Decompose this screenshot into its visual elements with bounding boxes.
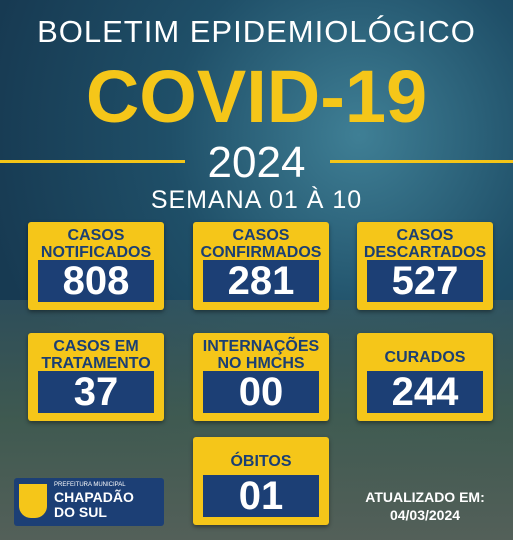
stat-label-line: ÓBITOS <box>230 453 292 470</box>
stat-card: CASOS DESCARTADOS 527 <box>357 222 493 310</box>
updated: ATUALIZADO EM: 04/03/2024 <box>350 488 500 524</box>
org-top: PREFEITURA MUNICIPAL <box>54 482 126 488</box>
stat-label-line: DESCARTADOS <box>363 244 487 261</box>
stat-value: 527 <box>367 260 483 302</box>
period: SEMANA 01 À 10 <box>150 186 363 214</box>
stat-card: INTERNAÇÕES NO HMCHS 00 <box>193 333 329 421</box>
stat-label-line: CASOS <box>67 227 125 244</box>
title: BOLETIM EPIDEMIOLÓGICO <box>37 14 476 49</box>
stat-label-line: CASOS <box>232 227 290 244</box>
stat-label: CURADOS <box>357 349 493 366</box>
logo-crest <box>19 484 47 518</box>
updated-date: 04/03/2024 <box>389 507 461 523</box>
stat-label-line: NO HMCHS <box>217 355 305 372</box>
stat-label-line: CONFIRMADOS <box>200 244 322 261</box>
stat-value: 244 <box>367 371 483 413</box>
stat-value: 37 <box>38 371 154 413</box>
stat-value: 281 <box>203 260 319 302</box>
stat-label-line: NOTIFICADOS <box>40 244 152 261</box>
stat-label: CASOS EM TRATAMENTO <box>28 338 164 372</box>
logo: PREFEITURA MUNICIPAL CHAPADÃO DO SUL <box>14 478 164 526</box>
stat-card: CURADOS 244 <box>357 333 493 421</box>
updated-label: ATUALIZADO EM: <box>365 489 485 505</box>
stat-card: CASOS NOTIFICADOS 808 <box>28 222 164 310</box>
stat-label: CASOS DESCARTADOS <box>357 227 493 261</box>
stat-card: ÓBITOS 01 <box>193 437 329 525</box>
stat-card: CASOS CONFIRMADOS 281 <box>193 222 329 310</box>
stat-label: INTERNAÇÕES NO HMCHS <box>193 338 329 372</box>
stat-label-line: CASOS <box>396 227 454 244</box>
year: 2024 <box>207 138 306 187</box>
stat-value: 00 <box>203 371 319 413</box>
headline: COVID-19 <box>85 55 428 138</box>
stat-card: CASOS EM TRATAMENTO 37 <box>28 333 164 421</box>
stat-label: CASOS CONFIRMADOS <box>193 227 329 261</box>
rule <box>0 160 185 163</box>
stat-label-line: CURADOS <box>384 349 466 366</box>
stat-value: 01 <box>203 475 319 517</box>
org-name-line: DO SUL <box>54 504 107 520</box>
rule <box>330 160 513 163</box>
org-name: CHAPADÃO DO SUL <box>54 490 134 520</box>
stat-label: ÓBITOS <box>193 453 329 470</box>
org-name-line: CHAPADÃO <box>54 489 134 505</box>
stat-label-line: CASOS EM <box>53 338 139 355</box>
stat-label-line: TRATAMENTO <box>41 355 151 372</box>
stat-label: CASOS NOTIFICADOS <box>28 227 164 261</box>
stat-label-line: INTERNAÇÕES <box>202 338 320 355</box>
stat-value: 808 <box>38 260 154 302</box>
